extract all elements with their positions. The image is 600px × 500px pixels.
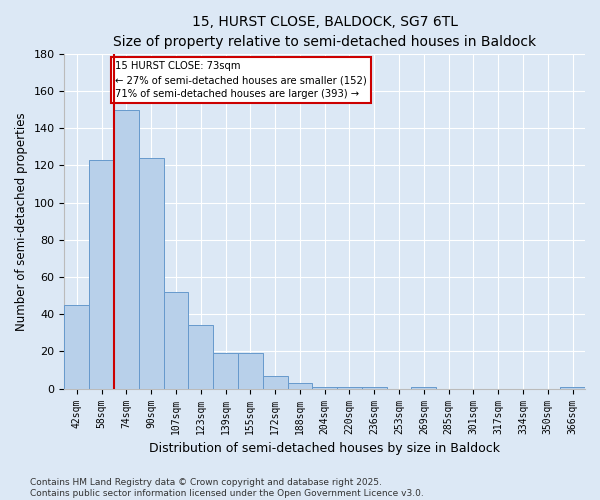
Bar — [213, 354, 238, 388]
Bar — [560, 387, 585, 388]
Bar — [362, 387, 386, 388]
Y-axis label: Number of semi-detached properties: Number of semi-detached properties — [15, 112, 28, 330]
Text: Contains HM Land Registry data © Crown copyright and database right 2025.
Contai: Contains HM Land Registry data © Crown c… — [30, 478, 424, 498]
Bar — [164, 292, 188, 388]
Bar — [64, 305, 89, 388]
Bar — [89, 160, 114, 388]
Bar — [337, 387, 362, 388]
Bar — [188, 326, 213, 388]
Bar — [263, 376, 287, 388]
Bar — [287, 383, 313, 388]
X-axis label: Distribution of semi-detached houses by size in Baldock: Distribution of semi-detached houses by … — [149, 442, 500, 455]
Bar — [139, 158, 164, 388]
Bar — [313, 387, 337, 388]
Bar — [238, 354, 263, 388]
Title: 15, HURST CLOSE, BALDOCK, SG7 6TL
Size of property relative to semi-detached hou: 15, HURST CLOSE, BALDOCK, SG7 6TL Size o… — [113, 15, 536, 48]
Bar — [114, 110, 139, 388]
Bar — [412, 387, 436, 388]
Text: 15 HURST CLOSE: 73sqm
← 27% of semi-detached houses are smaller (152)
71% of sem: 15 HURST CLOSE: 73sqm ← 27% of semi-deta… — [115, 62, 367, 100]
